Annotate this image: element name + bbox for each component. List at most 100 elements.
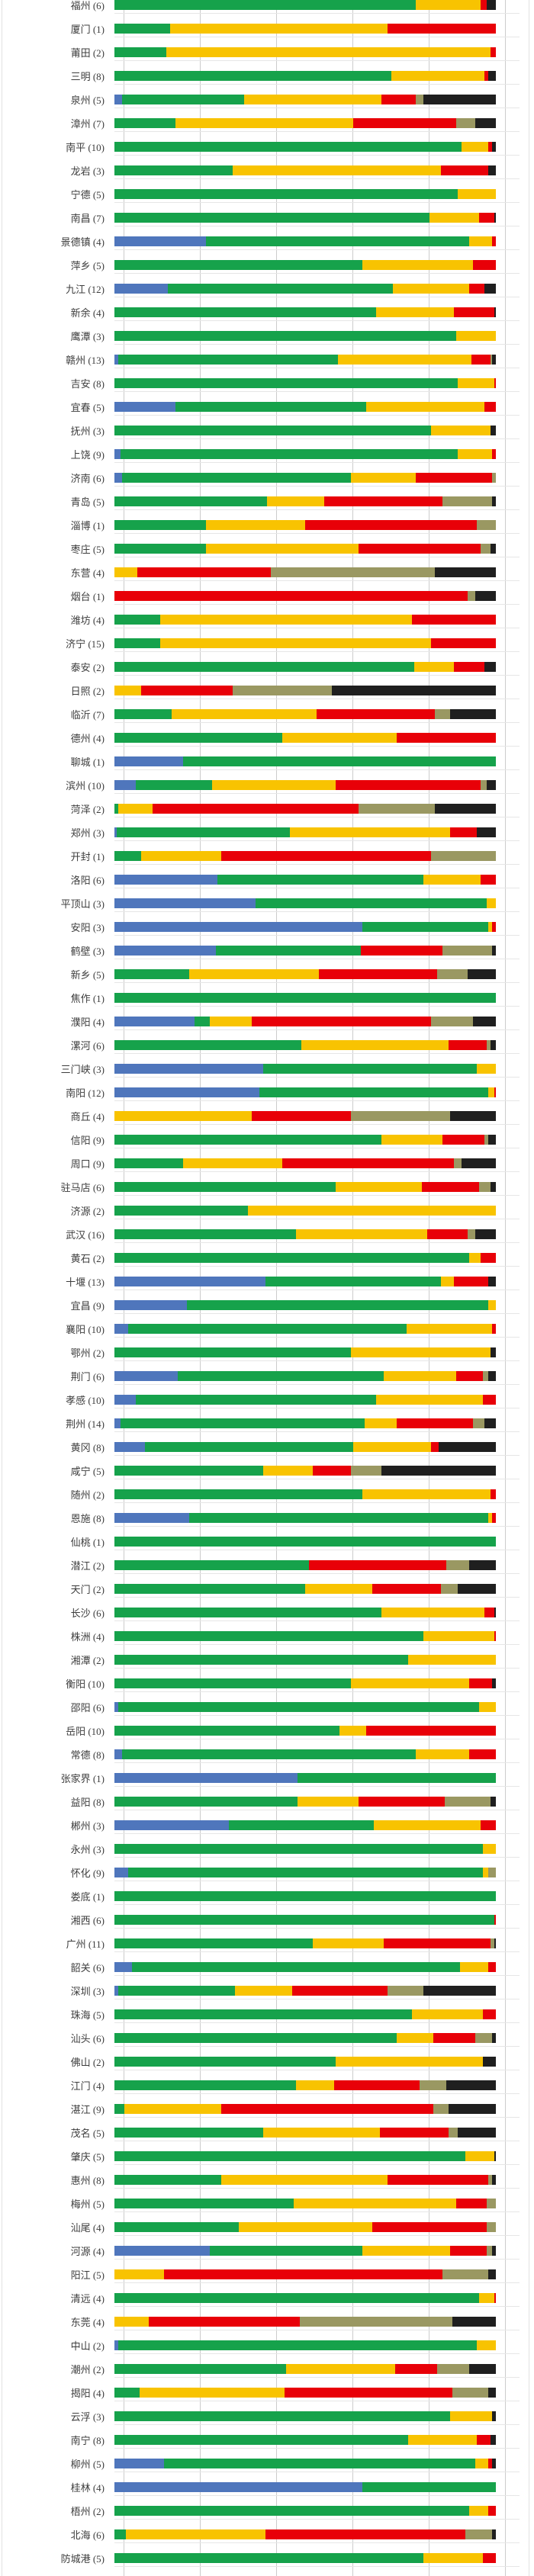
stacked-bar[interactable]	[114, 1726, 496, 1736]
bar-segment-olive[interactable]	[486, 2222, 496, 2232]
bar-segment-green[interactable]	[114, 24, 170, 34]
bar-segment-yellow[interactable]	[465, 2151, 494, 2161]
bar-segment-blue[interactable]	[114, 898, 256, 908]
bar-segment-yellow[interactable]	[234, 1986, 292, 1996]
bar-segment-red[interactable]	[379, 2128, 449, 2138]
stacked-bar[interactable]	[114, 520, 496, 530]
bar-segment-yellow[interactable]	[393, 284, 469, 294]
bar-segment-red[interactable]	[360, 946, 442, 956]
bar-segment-yellow[interactable]	[114, 567, 137, 577]
bar-segment-blue[interactable]	[114, 1017, 195, 1026]
bar-segment-blue[interactable]	[114, 1773, 298, 1783]
bar-segment-green[interactable]	[187, 1300, 488, 1310]
stacked-bar[interactable]	[114, 2033, 496, 2043]
bar-segment-olive[interactable]	[387, 1986, 423, 1996]
bar-segment-red[interactable]	[442, 1135, 484, 1145]
bar-segment-yellow[interactable]	[397, 2033, 433, 2043]
bar-segment-red[interactable]	[252, 1111, 351, 1121]
bar-segment-yellow[interactable]	[172, 709, 317, 719]
bar-segment-olive[interactable]	[490, 1938, 494, 1948]
bar-segment-red[interactable]	[440, 165, 488, 175]
bar-segment-green[interactable]	[114, 638, 160, 648]
bar-segment-black[interactable]	[488, 1277, 496, 1286]
bar-segment-yellow[interactable]	[118, 804, 153, 814]
bar-segment-red[interactable]	[317, 709, 435, 719]
bar-segment-yellow[interactable]	[474, 2459, 488, 2468]
stacked-bar[interactable]	[114, 1347, 496, 1357]
bar-segment-black[interactable]	[484, 284, 496, 294]
bar-segment-black[interactable]	[458, 2128, 496, 2138]
bar-segment-red[interactable]	[477, 2435, 491, 2445]
bar-segment-red[interactable]	[431, 1442, 439, 1452]
bar-segment-green[interactable]	[164, 2459, 475, 2468]
bar-segment-blue[interactable]	[114, 284, 168, 294]
bar-segment-black[interactable]	[494, 307, 496, 317]
bar-segment-green[interactable]	[217, 875, 423, 885]
bar-segment-black[interactable]	[467, 969, 496, 979]
stacked-bar[interactable]	[114, 662, 496, 672]
bar-segment-yellow[interactable]	[455, 331, 496, 341]
bar-segment-green[interactable]	[116, 827, 290, 837]
bar-segment-yellow[interactable]	[459, 1962, 488, 1972]
stacked-bar[interactable]	[114, 260, 496, 270]
bar-segment-yellow[interactable]	[469, 236, 492, 246]
bar-segment-red[interactable]	[383, 1938, 491, 1948]
bar-segment-olive[interactable]	[454, 1158, 462, 1168]
bar-segment-green[interactable]	[114, 1206, 248, 1216]
bar-segment-olive[interactable]	[431, 1017, 473, 1026]
stacked-bar[interactable]	[114, 2529, 496, 2539]
bar-segment-yellow[interactable]	[295, 1229, 427, 1239]
bar-segment-red[interactable]	[478, 213, 494, 223]
bar-segment-yellow[interactable]	[175, 118, 353, 128]
bar-segment-olive[interactable]	[442, 946, 492, 956]
bar-segment-yellow[interactable]	[233, 165, 441, 175]
bar-segment-olive[interactable]	[433, 2104, 449, 2114]
bar-segment-yellow[interactable]	[477, 1064, 496, 1074]
bar-segment-olive[interactable]	[440, 1584, 458, 1594]
bar-segment-yellow[interactable]	[362, 260, 473, 270]
stacked-bar[interactable]	[114, 1702, 496, 1712]
bar-segment-red[interactable]	[387, 2175, 488, 2185]
bar-segment-yellow[interactable]	[351, 1678, 469, 1688]
bar-segment-green[interactable]	[114, 2529, 126, 2539]
bar-segment-olive[interactable]	[482, 1371, 488, 1381]
stacked-bar[interactable]	[114, 922, 496, 932]
stacked-bar[interactable]	[114, 2246, 496, 2256]
bar-segment-blue[interactable]	[114, 1300, 187, 1310]
bar-segment-olive[interactable]	[481, 780, 487, 790]
bar-segment-black[interactable]	[492, 2033, 496, 2043]
bar-segment-red[interactable]	[455, 1371, 483, 1381]
bar-segment-yellow[interactable]	[210, 1017, 252, 1026]
bar-segment-green[interactable]	[114, 2033, 397, 2043]
bar-segment-olive[interactable]	[299, 2317, 452, 2327]
bar-segment-green[interactable]	[114, 1182, 336, 1192]
bar-segment-yellow[interactable]	[211, 780, 336, 790]
bar-segment-green[interactable]	[114, 2128, 263, 2138]
bar-segment-yellow[interactable]	[295, 2080, 334, 2090]
bar-segment-black[interactable]	[490, 2435, 496, 2445]
bar-segment-yellow[interactable]	[336, 2057, 483, 2067]
bar-segment-yellow[interactable]	[141, 851, 221, 861]
bar-segment-green[interactable]	[122, 1749, 416, 1759]
bar-segment-blue[interactable]	[114, 756, 183, 766]
stacked-bar[interactable]	[114, 2506, 496, 2516]
bar-segment-red[interactable]	[359, 1797, 445, 1807]
bar-segment-green[interactable]	[114, 2222, 239, 2232]
stacked-bar[interactable]	[114, 2388, 496, 2398]
bar-segment-blue[interactable]	[114, 2340, 118, 2350]
bar-segment-black[interactable]	[492, 496, 496, 506]
bar-segment-green[interactable]	[114, 2411, 450, 2421]
bar-segment-yellow[interactable]	[238, 2222, 372, 2232]
bar-segment-green[interactable]	[114, 1135, 381, 1145]
bar-segment-olive[interactable]	[481, 544, 491, 554]
bar-segment-red[interactable]	[492, 449, 496, 459]
stacked-bar[interactable]	[114, 1773, 496, 1783]
stacked-bar[interactable]	[114, 2128, 496, 2138]
bar-segment-olive[interactable]	[484, 1135, 488, 1145]
bar-segment-black[interactable]	[332, 686, 496, 695]
bar-segment-green[interactable]	[120, 449, 458, 459]
bar-segment-blue[interactable]	[114, 1868, 128, 1877]
stacked-bar[interactable]	[114, 378, 496, 388]
bar-segment-green[interactable]	[118, 355, 338, 365]
bar-segment-red[interactable]	[484, 1608, 494, 1617]
